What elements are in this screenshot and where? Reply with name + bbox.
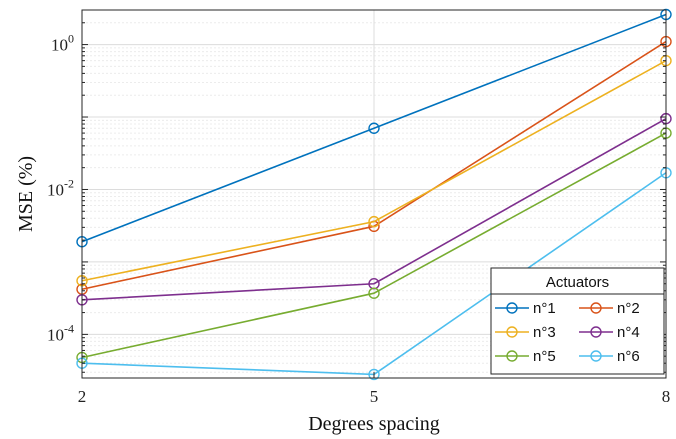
legend-item: n°2 [579, 300, 640, 317]
data-point [368, 122, 380, 134]
y-tick-label: 100 [51, 32, 74, 55]
legend-swatch-marker [506, 302, 518, 314]
y-axis-label: MSE (%) [15, 156, 37, 232]
legend-item: n°5 [495, 348, 556, 365]
legend-swatch-marker [590, 302, 602, 314]
legend-label: n°1 [533, 300, 556, 317]
series-line [81, 59, 667, 282]
legend-label: n°2 [617, 300, 640, 317]
series-line [81, 117, 667, 301]
data-point [368, 287, 380, 299]
y-tick-label: 10-2 [47, 176, 74, 199]
data-point [368, 368, 380, 381]
x-tick-label: 5 [370, 387, 379, 406]
series-line [81, 13, 667, 243]
legend-swatch-marker [590, 350, 602, 362]
data-point [368, 215, 380, 228]
legend-label: n°6 [617, 348, 640, 365]
legend-swatch-marker [506, 350, 518, 362]
series-line [81, 132, 667, 359]
legend: Actuators n°1 n°2 n°3 n°4 n°5 n°6 [490, 267, 665, 375]
x-tick-label: 2 [78, 387, 87, 406]
legend-swatch-marker [590, 326, 602, 338]
tick-layer: 2 5 8 100 10-2 10-4 [47, 9, 671, 406]
legend-items: n°1 n°2 n°3 n°4 n°5 n°6 [495, 300, 640, 365]
y-tick-label: 10-4 [47, 321, 74, 344]
grid-lines [81, 9, 667, 378]
legend-item: n°6 [579, 348, 640, 365]
legend-title: Actuators [546, 274, 609, 291]
legend-label: n°5 [533, 348, 556, 365]
legend-label: n°3 [533, 324, 556, 341]
series-layer [76, 8, 672, 381]
legend-item: n°3 [495, 324, 556, 341]
x-axis-label: Degrees spacing [308, 413, 440, 435]
legend-item: n°1 [495, 300, 556, 317]
legend-label: n°4 [617, 324, 640, 341]
x-tick-label: 8 [662, 387, 671, 406]
legend-swatch-marker [506, 326, 518, 338]
legend-item: n°4 [579, 324, 640, 341]
